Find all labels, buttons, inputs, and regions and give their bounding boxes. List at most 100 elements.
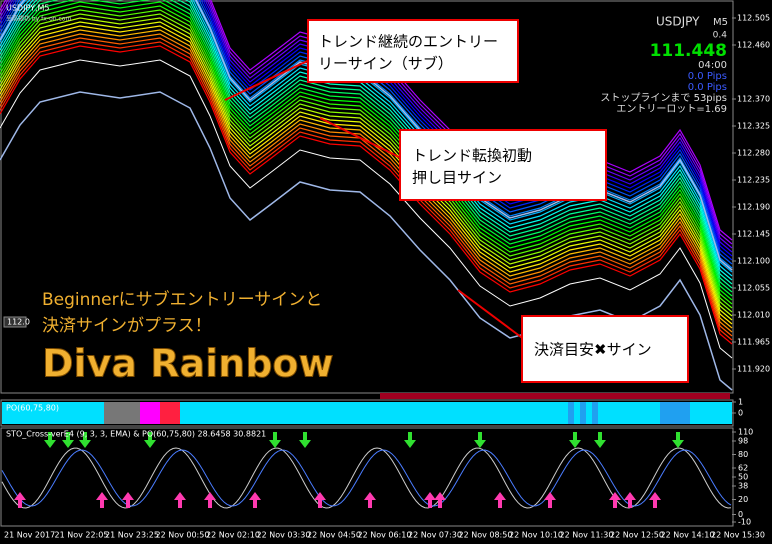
sell-arrow	[269, 432, 281, 448]
y-tick-label: 0	[738, 510, 743, 519]
y-tick-label: 112.460	[737, 41, 770, 50]
y-tick-label: 98	[738, 437, 748, 446]
buy-arrow	[249, 492, 261, 508]
promo-title: Diva Rainbow	[42, 342, 334, 386]
promo-text: Beginnerにサブエントリーサインと	[42, 289, 322, 310]
sell-arrow	[62, 432, 74, 448]
rainbow-line	[0, 29, 733, 329]
y-tick-label: 111.920	[737, 365, 770, 374]
callout: トレンド継続のエントリー リーサイン（サブ）	[224, 19, 519, 101]
rainbow-line	[0, 17, 733, 317]
info-price: 111.448	[650, 41, 727, 61]
price-marker: 112.0	[7, 318, 30, 327]
x-tick-label: 22 Nov 12:50	[610, 531, 664, 540]
callout-text: トレンド継続のエントリー	[318, 33, 498, 51]
po-title: PO(60,75,80)	[6, 404, 59, 413]
info-period: M5	[713, 17, 728, 28]
rainbow-line	[0, 37, 733, 337]
price-line	[0, 59, 733, 359]
y-tick-label: 112.190	[737, 203, 770, 212]
x-tick-label: 22 Nov 15:30	[711, 531, 765, 540]
info-timer: 04:00	[698, 60, 727, 71]
x-tick-label: 22 Nov 08:50	[459, 531, 513, 540]
y-tick-label: 112.145	[737, 230, 770, 239]
po-segment	[568, 402, 574, 424]
sell-arrow	[594, 432, 606, 448]
symbol-label: USDJPY,M5	[6, 4, 50, 13]
y-tick-label: 112.100	[737, 257, 770, 266]
x-tick-label: 21 Nov 2017	[4, 531, 55, 540]
watermark: 至高銀坊 by fx-on.com	[6, 15, 71, 23]
y-tick-label: 62	[738, 464, 748, 473]
rainbow-line	[0, 5, 733, 305]
y-tick-label: 112.370	[737, 95, 770, 104]
envelope	[0, 91, 733, 391]
info-symbol: USDJPY	[656, 15, 700, 29]
osc-title: STO_Cross-verE4 (9, 3, 3, EMA) & PO(60,7…	[6, 430, 266, 439]
y-tick-label: 112.280	[737, 149, 770, 158]
osc-line	[1, 447, 732, 509]
po-segment	[592, 402, 598, 424]
po-segment	[580, 402, 586, 424]
callout-text: リーサイン（サブ）	[318, 55, 453, 73]
rainbow-line	[0, 9, 733, 309]
y-tick-label: 112.505	[737, 14, 770, 23]
rainbow-line	[0, 0, 733, 277]
x-tick-label: 22 Nov 07:30	[408, 531, 462, 540]
rainbow-line	[0, 0, 733, 285]
x-tick-label: 22 Nov 04:50	[307, 531, 361, 540]
buy-arrow	[424, 492, 436, 508]
x-tick-label: 22 Nov 06:10	[358, 531, 412, 540]
y-tick-label: -10	[738, 518, 751, 527]
sell-arrow	[569, 432, 581, 448]
x-tick-label: 21 Nov 23:25	[105, 531, 159, 540]
x-tick-label: 22 Nov 11:30	[560, 531, 614, 540]
x-tick-label: 22 Nov 03:30	[257, 531, 311, 540]
callout-text: トレンド転換初動	[412, 147, 532, 165]
rainbow-line	[0, 41, 733, 341]
x-tick-label: 22 Nov 14:10	[661, 531, 715, 540]
po-segment	[104, 402, 140, 424]
buy-arrow	[624, 492, 636, 508]
rainbow-line	[0, 21, 733, 321]
rainbow-line	[0, 0, 733, 273]
y-tick-label: 112.235	[737, 176, 770, 185]
sell-arrow	[79, 432, 91, 448]
info-pips: 0.0 Pips	[688, 71, 727, 82]
buy-arrow	[544, 492, 556, 508]
pane-frame	[0, 0, 734, 394]
y-tick-label: 80	[738, 450, 748, 459]
buy-arrow	[14, 492, 26, 508]
buy-arrow	[204, 492, 216, 508]
callout: 決済目安✖サイン	[457, 289, 689, 383]
rainbow-line	[0, 0, 733, 281]
y-tick-label: 112.325	[737, 122, 770, 131]
x-tick-label: 21 Nov 22:05	[55, 531, 109, 540]
buy-arrow	[609, 492, 621, 508]
po-segment	[2, 402, 104, 424]
sell-arrow	[404, 432, 416, 448]
buy-arrow	[649, 492, 661, 508]
callout-text: 決済目安✖サイン	[534, 341, 652, 359]
y-tick-label: 20	[738, 495, 748, 504]
po-segment	[180, 402, 732, 424]
rainbow-line	[0, 0, 733, 289]
buy-arrow	[494, 492, 506, 508]
buy-arrow	[364, 492, 376, 508]
info-pips: 0.0 Pips	[688, 82, 727, 93]
callout-text: 押し目サイン	[412, 169, 502, 187]
y-tick-label: 111.965	[737, 338, 770, 347]
rainbow-line	[0, 0, 733, 293]
buy-arrow	[122, 492, 134, 508]
rainbow-line	[0, 1, 733, 301]
y-tick-label: 38	[738, 482, 748, 491]
sell-arrow	[474, 432, 486, 448]
promo-text: 決済サインがプラス！	[42, 316, 212, 336]
x-tick-label: 22 Nov 02:10	[206, 531, 260, 540]
envelope	[0, 0, 733, 271]
y-tick-label: 50	[738, 473, 748, 482]
y-tick-label: 112.055	[737, 284, 770, 293]
info-spread: 0.4	[713, 31, 728, 41]
info-lot: エントリーロット=1.69	[616, 104, 727, 115]
